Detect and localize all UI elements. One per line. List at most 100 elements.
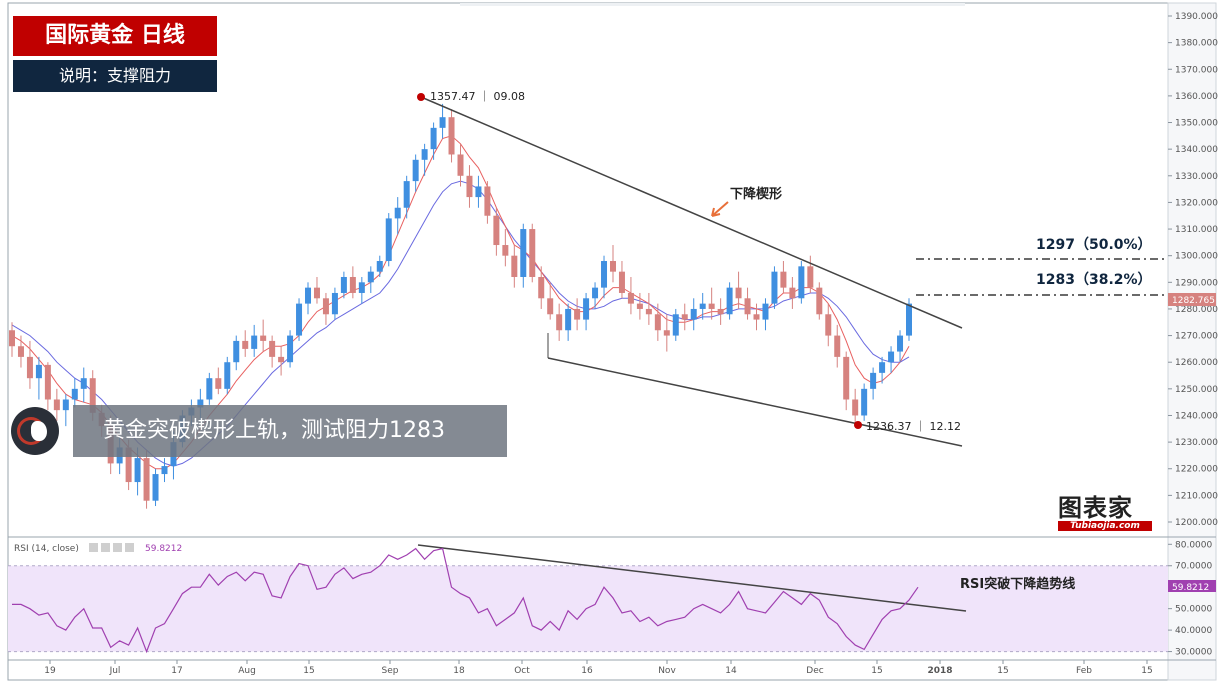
- candle-up: [690, 308, 697, 320]
- candle-down: [349, 276, 356, 293]
- time-tick-label: 17: [171, 666, 182, 676]
- time-tick-label: Sep: [382, 666, 399, 676]
- price-axis-area: [1167, 2, 1217, 681]
- candle-down: [834, 335, 841, 357]
- candle-down: [89, 378, 96, 413]
- candle-down: [663, 330, 670, 336]
- candle-down: [215, 378, 222, 389]
- candle-down: [278, 356, 285, 363]
- candle-down: [17, 346, 24, 357]
- candle-down: [53, 399, 60, 411]
- analyst-logo-icon: [11, 407, 59, 455]
- eye-icon[interactable]: [89, 543, 98, 552]
- time-tick-label: 15: [303, 666, 314, 676]
- candle-up: [394, 207, 401, 219]
- time-tick-label: 15: [1141, 666, 1152, 676]
- candle-down: [9, 330, 15, 347]
- time-tick-label: 18: [453, 666, 465, 676]
- price-tick-label: 1360.000: [1175, 92, 1218, 102]
- time-tick-label: Aug: [238, 666, 256, 676]
- settings-icon[interactable]: [101, 543, 110, 552]
- price-tick-label: 1390.000: [1175, 12, 1218, 22]
- candle-up: [403, 181, 410, 208]
- low-marker: [854, 421, 862, 429]
- candle-up: [870, 372, 877, 389]
- candle-up: [197, 399, 204, 408]
- rsi-value: 59.8212: [145, 544, 182, 554]
- rsi-tick-label: 40.0000: [1175, 626, 1212, 636]
- candle-down: [708, 303, 715, 309]
- brand-watermark: 图表家 Tubiaojia.com: [1058, 488, 1158, 531]
- candle-down: [627, 292, 634, 304]
- candle-up: [861, 388, 868, 416]
- candle-down: [843, 356, 850, 400]
- candle-down: [125, 447, 132, 483]
- candle-up: [475, 186, 482, 198]
- fib-50-label: 1297（50.0%）: [1036, 237, 1152, 253]
- price-tick-label: 1220.000: [1175, 465, 1218, 475]
- candle-down: [143, 458, 150, 501]
- rsi-line: [12, 547, 919, 654]
- candle-down: [825, 314, 832, 336]
- logo-ring: [17, 417, 45, 445]
- rsi-tick-label: 50.0000: [1175, 605, 1212, 615]
- candle-up: [152, 474, 159, 501]
- time-tick-label: 14: [725, 666, 737, 676]
- price-tick-label: 1300.000: [1175, 252, 1218, 262]
- candle-up: [233, 340, 240, 363]
- candle-up: [358, 282, 365, 293]
- page-subtitle: 说明：支撑阻力: [13, 60, 217, 92]
- candle-up: [565, 308, 572, 331]
- candle-up: [762, 303, 769, 320]
- brand-name: 图表家: [1058, 494, 1133, 522]
- rsi-last-label: 59.8212: [1172, 583, 1209, 593]
- candle-down: [260, 335, 267, 341]
- price-tick-label: 1350.000: [1175, 119, 1218, 129]
- candle-up: [287, 335, 294, 363]
- time-tick-label: Oct: [514, 666, 530, 676]
- candle-up: [798, 266, 805, 299]
- candle-down: [636, 303, 643, 309]
- candle-down: [269, 340, 276, 357]
- candle-up: [601, 261, 608, 288]
- candle-up: [35, 364, 42, 379]
- candle-down: [852, 399, 859, 416]
- price-tick-label: 1370.000: [1175, 65, 1218, 75]
- rsi-tick-label: 70.0000: [1175, 562, 1212, 572]
- candle-up: [520, 229, 527, 277]
- candle-up: [340, 276, 347, 293]
- candle-down: [556, 314, 563, 331]
- candle-down: [574, 308, 581, 320]
- price-tick-label: 1270.000: [1175, 332, 1218, 342]
- rsi-control-icons[interactable]: [89, 543, 134, 552]
- candle-down: [645, 308, 652, 315]
- rsi-title: RSI (14, close): [14, 544, 79, 554]
- price-tick-label: 1250.000: [1175, 385, 1218, 395]
- more-icon[interactable]: [125, 543, 134, 552]
- candle-up: [897, 335, 904, 352]
- wedge-upper-trendline: [420, 96, 963, 329]
- logo-face: [31, 421, 47, 441]
- candle-up: [224, 362, 231, 389]
- candle-down: [681, 314, 688, 320]
- price-tick-label: 1340.000: [1175, 145, 1218, 155]
- candle-up: [412, 159, 419, 182]
- candle-up: [376, 261, 383, 272]
- time-axis-ticks: 19 Jul 17 Aug 15 Sep 18 Oct 16 Nov 14 Dec 15 2018 15 Fe…: [44, 660, 1153, 676]
- price-tick-label: 1380.000: [1175, 39, 1218, 49]
- page-title: 国际黄金 日线: [13, 16, 217, 56]
- candle-up: [583, 298, 590, 320]
- close-icon[interactable]: [113, 543, 122, 552]
- price-tick-label: 1200.000: [1175, 518, 1218, 528]
- candle-down: [780, 271, 787, 288]
- candle-up: [161, 466, 168, 475]
- candle-down: [493, 215, 500, 246]
- candle-up: [80, 378, 87, 389]
- rsi-breakout-label: RSI突破下降趋势线: [960, 576, 1075, 592]
- high-marker: [417, 93, 425, 101]
- candle-down: [735, 287, 742, 299]
- candle-down: [44, 364, 51, 400]
- time-tick-label: 19: [44, 666, 56, 676]
- candle-up: [771, 271, 778, 304]
